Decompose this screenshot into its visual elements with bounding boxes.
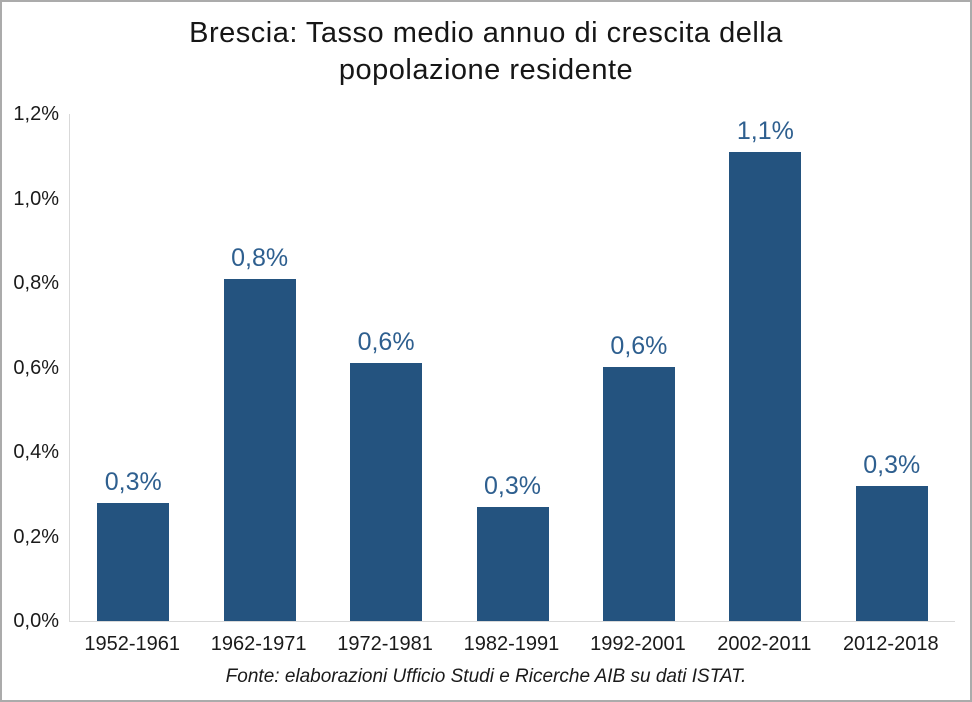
bar-1972-1981	[350, 363, 423, 621]
data-label-2012-2018: 0,3%	[863, 451, 921, 479]
data-label-1982-1991: 0,3%	[484, 472, 541, 500]
y-tick-label-0,2%: 0,2%	[13, 525, 59, 548]
chart-title-line-2: popolazione residente	[338, 54, 634, 86]
x-tick-label-1952-1961: 1952-1961	[84, 633, 181, 655]
bar-1962-1971	[223, 279, 296, 621]
chart-title-line-1: Brescia: Tasso medio annuo di crescita d…	[189, 17, 783, 49]
bar-2012-2018	[855, 486, 928, 621]
data-label-1952-1961: 0,3%	[104, 468, 162, 496]
x-tick-label-1982-1991: 1982-1991	[463, 633, 560, 655]
x-tick-label-2002-2011: 2002-2011	[717, 633, 812, 655]
data-label-2002-2011: 1,1%	[736, 117, 794, 145]
data-label-1962-1971: 0,8%	[231, 244, 289, 272]
bar-1992-2001	[602, 367, 675, 621]
y-tick-label-0,4%: 0,4%	[13, 441, 59, 463]
chart-title: Brescia: Tasso medio annuo di crescita d…	[2, 15, 970, 89]
bar-2002-2011	[729, 152, 802, 621]
y-tick-label-0,6%: 0,6%	[13, 356, 59, 379]
bar-1982-1991	[476, 507, 549, 621]
source-note: Fonte: elaborazioni Ufficio Studi e Rice…	[225, 666, 747, 687]
y-tick-label-0,0%: 0,0%	[13, 610, 59, 632]
data-label-1972-1981: 0,6%	[357, 328, 415, 356]
plot-area: 0,3% 0,8% 0,6% 0,3% 0,6% 1,1% 0,3%	[69, 114, 955, 622]
x-tick-label-1962-1971: 1962-1971	[210, 633, 307, 655]
y-tick-label-1,0%: 1,0%	[13, 187, 59, 210]
x-tick-label-2012-2018: 2012-2018	[842, 633, 939, 655]
bar-1952-1961	[97, 503, 170, 621]
y-tick-label-0,8%: 0,8%	[13, 272, 59, 294]
data-label-1992-2001: 0,6%	[610, 332, 668, 360]
x-tick-label-1992-2001: 1992-2001	[590, 633, 686, 655]
y-tick-label-1,2%: 1,2%	[13, 103, 59, 125]
x-tick-label-1972-1981: 1972-1981	[337, 633, 433, 655]
